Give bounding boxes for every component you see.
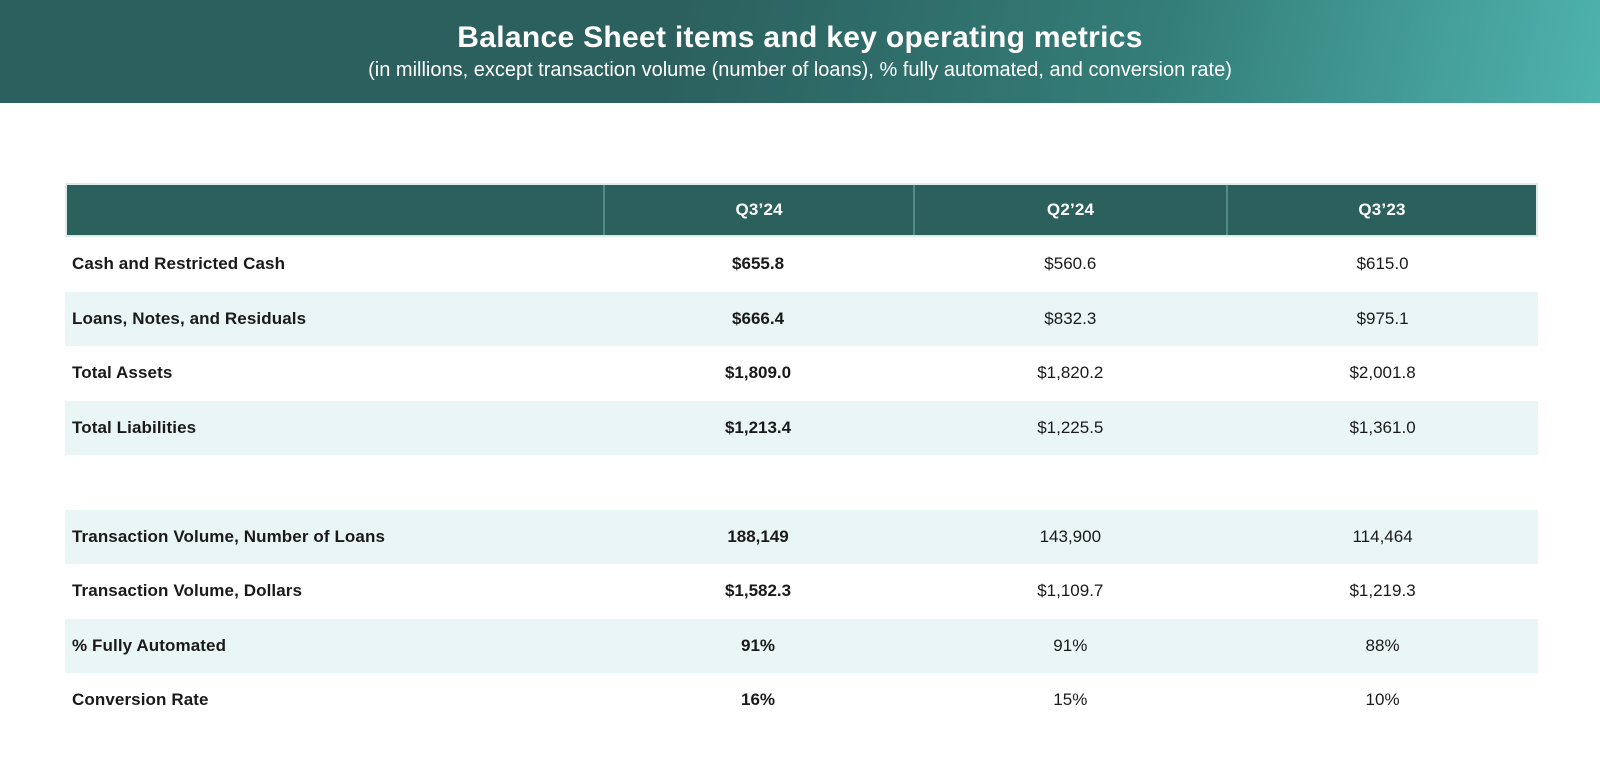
cell-q3-23: 88% xyxy=(1365,635,1400,655)
cell-q2-24: $1,225.5 xyxy=(1037,417,1104,437)
table-row-transaction-volume-dollars: Transaction Volume, Dollars $1,582.3 $1,… xyxy=(65,564,1538,619)
table-row-cash-and-restricted-cash: Cash and Restricted Cash $655.8 $560.6 $… xyxy=(65,237,1538,292)
cell-q2-24: 15% xyxy=(1053,690,1088,710)
cell-q3-23: $615.0 xyxy=(1356,254,1409,274)
row-label: Conversion Rate xyxy=(72,690,209,710)
table-row-transaction-volume-loans: Transaction Volume, Number of Loans 188,… xyxy=(65,509,1538,564)
row-label: % Fully Automated xyxy=(72,635,227,655)
table-row-fully-automated: % Fully Automated 91% 91% 88% xyxy=(65,618,1538,673)
cell-q3-23: 114,464 xyxy=(1352,526,1413,546)
table-row-conversion-rate: Conversion Rate 16% 15% 10% xyxy=(65,673,1538,728)
balance-sheet-table: Q3’24 Q2’24 Q3’23 Cash and Restricted Ca… xyxy=(65,183,1538,728)
row-label: Cash and Restricted Cash xyxy=(72,254,286,274)
cell-q2-24: $1,109.7 xyxy=(1037,581,1104,601)
table-row-loans-notes-residuals: Loans, Notes, and Residuals $666.4 $832.… xyxy=(65,291,1538,346)
cell-q2-24: 143,900 xyxy=(1039,526,1102,546)
cell-q3-23: $1,219.3 xyxy=(1349,581,1416,601)
cell-q3-24: $666.4 xyxy=(732,308,785,328)
cell-q3-24: 91% xyxy=(741,635,776,655)
table-spacer-row xyxy=(65,455,1538,510)
table-header-row: Q3’24 Q2’24 Q3’23 xyxy=(65,183,1538,237)
cell-q3-24: $655.8 xyxy=(732,254,785,274)
row-label: Transaction Volume, Number of Loans xyxy=(72,526,386,546)
column-header-q3-24: Q3’24 xyxy=(603,185,913,235)
cell-q3-24: $1,582.3 xyxy=(724,581,792,601)
row-label: Total Assets xyxy=(72,363,173,383)
title-banner: Balance Sheet items and key operating me… xyxy=(0,0,1600,103)
cell-q3-23: $2,001.8 xyxy=(1349,363,1416,383)
cell-q2-24: $1,820.2 xyxy=(1037,363,1104,383)
row-label: Total Liabilities xyxy=(72,417,197,437)
column-header-empty xyxy=(67,185,603,235)
column-header-q3-23: Q3’23 xyxy=(1226,185,1536,235)
page-title: Balance Sheet items and key operating me… xyxy=(457,20,1143,54)
table-row-total-liabilities: Total Liabilities $1,213.4 $1,225.5 $1,3… xyxy=(65,400,1538,455)
cell-q3-23: 10% xyxy=(1365,690,1400,710)
table-row-total-assets: Total Assets $1,809.0 $1,820.2 $2,001.8 xyxy=(65,346,1538,401)
row-label: Loans, Notes, and Residuals xyxy=(72,308,307,328)
page-subtitle: (in millions, except transaction volume … xyxy=(368,59,1232,82)
cell-q3-23: $1,361.0 xyxy=(1349,417,1416,437)
row-label: Transaction Volume, Dollars xyxy=(72,581,303,601)
cell-q3-24: 16% xyxy=(741,690,776,710)
cell-q3-24: $1,809.0 xyxy=(724,363,792,383)
cell-q3-24: $1,213.4 xyxy=(724,417,792,437)
cell-q2-24: 91% xyxy=(1053,635,1088,655)
cell-q3-24: 188,149 xyxy=(727,526,789,546)
cell-q3-23: $975.1 xyxy=(1356,308,1409,328)
cell-q2-24: $560.6 xyxy=(1044,254,1097,274)
cell-q2-24: $832.3 xyxy=(1044,308,1097,328)
column-header-q2-24: Q2’24 xyxy=(913,185,1226,235)
